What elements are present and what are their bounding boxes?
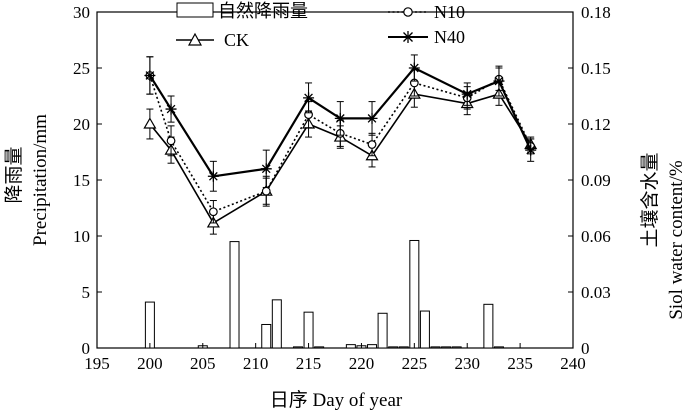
y-left-tick-label: 0 <box>82 339 91 358</box>
precipitation-bar <box>398 346 409 349</box>
x-tick-label: 240 <box>560 354 586 373</box>
point-n40 <box>525 144 537 156</box>
legend-ck-label: CK <box>224 30 249 50</box>
precipitation-bar <box>292 346 303 349</box>
precipitation-bar <box>314 346 325 349</box>
x-tick-label: 235 <box>507 354 533 373</box>
point-n10 <box>261 186 271 196</box>
x-tick-label: 230 <box>454 354 480 373</box>
y-left-tick-label: 15 <box>73 171 90 190</box>
soil-water-lines <box>143 54 538 235</box>
precipitation-bar <box>229 241 240 349</box>
y-right-tick-label: 0.09 <box>581 171 611 190</box>
y-right-tick-label: 0.18 <box>581 3 611 22</box>
y-right-tick-label: 0.12 <box>581 115 611 134</box>
y-left-tick-label: 30 <box>73 3 90 22</box>
precipitation-bar <box>409 239 420 349</box>
legend-n40-star-icon <box>402 31 414 43</box>
y-left-tick-label: 10 <box>73 227 90 246</box>
point-n40 <box>366 112 378 124</box>
precipitation-bar <box>388 346 399 349</box>
precipitation-bar <box>367 344 378 349</box>
y-left-title-en: Precipitation/mm <box>30 114 51 246</box>
x-tick-label: 210 <box>243 354 269 373</box>
point-n10 <box>367 140 377 149</box>
point-n40 <box>144 69 156 81</box>
point-n40 <box>207 170 219 182</box>
precipitation-bar <box>419 310 430 349</box>
y-left-tick-label: 25 <box>73 59 90 78</box>
precipitation-bar <box>303 311 314 349</box>
legend-rain-swatch <box>176 2 214 18</box>
precipitation-bar <box>261 323 272 349</box>
legend: 自然降雨量 CK N10 N40 <box>176 1 465 50</box>
legend-rain-label: 自然降雨量 <box>218 1 308 21</box>
precipitation-bar <box>271 299 282 349</box>
x-tick-label: 215 <box>296 354 322 373</box>
precipitation-bar <box>451 346 462 349</box>
y-right-tick-label: 0.06 <box>581 227 611 246</box>
y-right-title-en: Siol water content/% <box>666 160 687 320</box>
y-right-tick-label: 0 <box>581 339 590 358</box>
y-left-tick-label: 20 <box>73 115 90 134</box>
point-n40 <box>260 163 272 175</box>
x-tick-label: 205 <box>190 354 216 373</box>
y-left-tick-label: 5 <box>82 283 91 302</box>
y-left-title-cn: 降雨量 <box>3 146 25 203</box>
plot-frame <box>96 11 574 349</box>
y-right-title-cn: 土壤含水量 <box>639 152 661 247</box>
y-right-tick-label: 0.15 <box>581 59 611 78</box>
point-n10 <box>208 207 218 217</box>
legend-n40-label: N40 <box>434 27 465 47</box>
y-right-tick-label: 0.03 <box>581 283 611 302</box>
point-n40 <box>165 103 177 115</box>
point-n40 <box>303 92 315 104</box>
precipitation-bar <box>493 346 504 349</box>
precipitation-bar <box>144 301 155 349</box>
legend-n10-circle-icon <box>403 7 413 17</box>
point-n10 <box>166 136 176 146</box>
precipitation-bar <box>483 303 494 349</box>
legend-n10-label: N10 <box>434 2 465 22</box>
precipitation-bar <box>377 312 388 349</box>
x-tick-label: 225 <box>402 354 428 373</box>
precipitation-bar <box>345 344 356 349</box>
precipitation-bars <box>144 239 504 349</box>
point-n40 <box>493 75 505 87</box>
x-axis-title: 日序 Day of year <box>270 389 403 411</box>
point-n40 <box>461 88 473 100</box>
x-tick-label: 220 <box>349 354 375 373</box>
point-ck <box>143 117 157 129</box>
precipitation-bar <box>430 346 441 349</box>
axes: 195 200 205 210 215 220 225 230 235 2400510152025… <box>73 3 611 373</box>
legend-ck-triangle-icon <box>187 32 203 46</box>
point-n40 <box>408 62 420 74</box>
precipitation-bar <box>441 346 452 349</box>
x-tick-label: 195 <box>84 354 110 373</box>
point-n40 <box>334 112 346 124</box>
x-tick-label: 200 <box>137 354 163 373</box>
